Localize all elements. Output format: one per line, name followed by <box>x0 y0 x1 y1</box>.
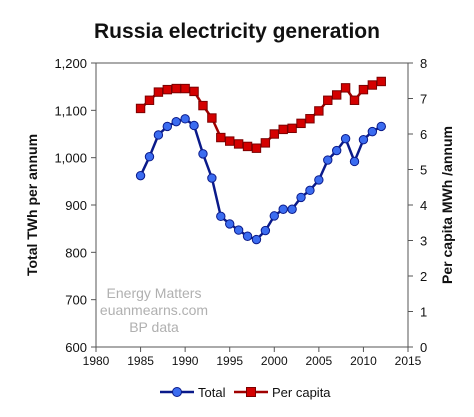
data-point-per-capita <box>331 90 342 100</box>
data-point-per-capita <box>314 106 324 116</box>
data-point-total <box>376 121 386 132</box>
y-left-tick-label: 1,100 <box>54 103 87 118</box>
data-point-per-capita <box>189 86 199 97</box>
data-point-total <box>153 130 164 140</box>
x-tick-label: 2015 <box>395 354 422 368</box>
data-point-per-capita <box>358 84 369 95</box>
data-point-per-capita <box>269 129 279 139</box>
watermark-line-2: euanmearns.com <box>100 302 208 318</box>
y-right-tick-label: 2 <box>420 269 427 284</box>
data-point-total <box>171 116 181 127</box>
data-point-per-capita <box>225 136 235 146</box>
data-point-total <box>323 155 333 165</box>
x-tick-label: 1990 <box>172 354 199 368</box>
data-point-total <box>198 149 208 159</box>
data-point-per-capita <box>162 84 173 95</box>
data-point-total <box>180 114 190 124</box>
data-point-total <box>260 225 271 236</box>
y-left-tick-label: 1,200 <box>54 56 87 71</box>
data-point-per-capita <box>180 83 190 94</box>
data-point-per-capita <box>260 138 271 148</box>
data-point-per-capita <box>349 95 360 105</box>
y-left-tick-label: 800 <box>65 245 87 260</box>
data-point-total <box>278 204 288 214</box>
data-point-total <box>207 173 217 183</box>
x-tick-label: 1995 <box>216 354 243 368</box>
y-axis-left-label: Total TWh per annum <box>24 134 40 276</box>
watermark-line-3: BP data <box>129 319 179 335</box>
data-point-per-capita <box>278 124 288 135</box>
data-point-total <box>251 234 262 245</box>
legend-marker-square <box>246 387 256 397</box>
y-axis-right-label: Per capita MWh /annum <box>439 126 455 284</box>
data-point-total <box>314 175 324 185</box>
data-point-per-capita <box>367 80 378 90</box>
data-point-total <box>144 152 155 162</box>
data-point-per-capita <box>207 113 217 123</box>
data-point-per-capita <box>251 143 262 153</box>
x-tick-label: 2000 <box>261 354 288 368</box>
y-right-tick-label: 7 <box>420 92 427 107</box>
y-axis-left: 600 700 800 900 1,000 1,100 1,200 <box>54 56 96 355</box>
y-right-tick-label: 0 <box>420 340 427 355</box>
data-point-per-capita <box>287 123 297 134</box>
data-point-per-capita <box>233 139 244 149</box>
y-left-tick-label: 600 <box>65 340 87 355</box>
y-left-tick-label: 900 <box>65 198 87 213</box>
data-point-per-capita <box>305 114 315 124</box>
data-point-total <box>162 121 173 132</box>
data-point-total <box>225 219 235 229</box>
x-tick-label: 2005 <box>306 354 333 368</box>
data-point-total <box>135 170 146 181</box>
x-tick-label: 1985 <box>127 354 154 368</box>
series-layer <box>135 76 386 245</box>
data-point-total <box>367 126 378 137</box>
data-point-total <box>331 145 342 156</box>
y-right-tick-label: 3 <box>420 234 427 249</box>
data-point-per-capita <box>296 118 306 129</box>
legend: Total Per capita <box>160 385 331 400</box>
y-axis-right: 0 1 2 3 4 5 6 7 8 <box>408 56 427 355</box>
data-point-total <box>242 231 253 241</box>
data-point-total <box>358 134 369 145</box>
data-point-total <box>287 204 297 214</box>
chart-title: Russia electricity generation <box>94 20 380 43</box>
y-right-tick-label: 1 <box>420 305 427 320</box>
y-right-tick-label: 6 <box>420 127 427 142</box>
data-point-per-capita <box>323 95 333 105</box>
data-point-per-capita <box>242 141 253 152</box>
y-right-tick-label: 5 <box>420 163 427 178</box>
data-point-total <box>340 134 351 144</box>
watermark-line-1: Energy Matters <box>107 285 202 301</box>
x-tick-label: 2010 <box>350 354 377 368</box>
legend-item-total: Total <box>160 385 226 400</box>
data-point-total <box>305 185 315 196</box>
y-left-tick-label: 700 <box>65 293 87 308</box>
data-point-per-capita <box>153 87 164 97</box>
data-point-total <box>233 225 244 235</box>
x-tick-label: 1980 <box>83 354 110 368</box>
data-point-total <box>296 192 306 203</box>
legend-label-total: Total <box>198 385 226 400</box>
data-point-total <box>216 211 226 222</box>
watermark: Energy Matters euanmearns.com BP data <box>100 285 208 335</box>
data-point-per-capita <box>171 83 181 94</box>
data-point-total <box>189 120 199 131</box>
data-point-per-capita <box>135 103 146 114</box>
legend-label-per-capita: Per capita <box>272 385 331 400</box>
data-point-total <box>349 156 360 167</box>
y-left-tick-label: 1,000 <box>54 151 87 166</box>
legend-marker-circle <box>172 387 182 397</box>
data-point-per-capita <box>216 132 226 143</box>
x-axis: 1980 1985 1990 1995 2000 2005 2010 2015 <box>83 347 422 368</box>
y-right-tick-label: 8 <box>420 56 427 71</box>
data-point-per-capita <box>198 100 208 111</box>
data-point-per-capita <box>144 95 155 105</box>
data-point-per-capita <box>340 83 351 93</box>
legend-item-per-capita: Per capita <box>234 385 331 400</box>
y-right-tick-label: 4 <box>420 198 427 213</box>
data-point-per-capita <box>376 76 386 87</box>
data-point-total <box>269 211 279 221</box>
